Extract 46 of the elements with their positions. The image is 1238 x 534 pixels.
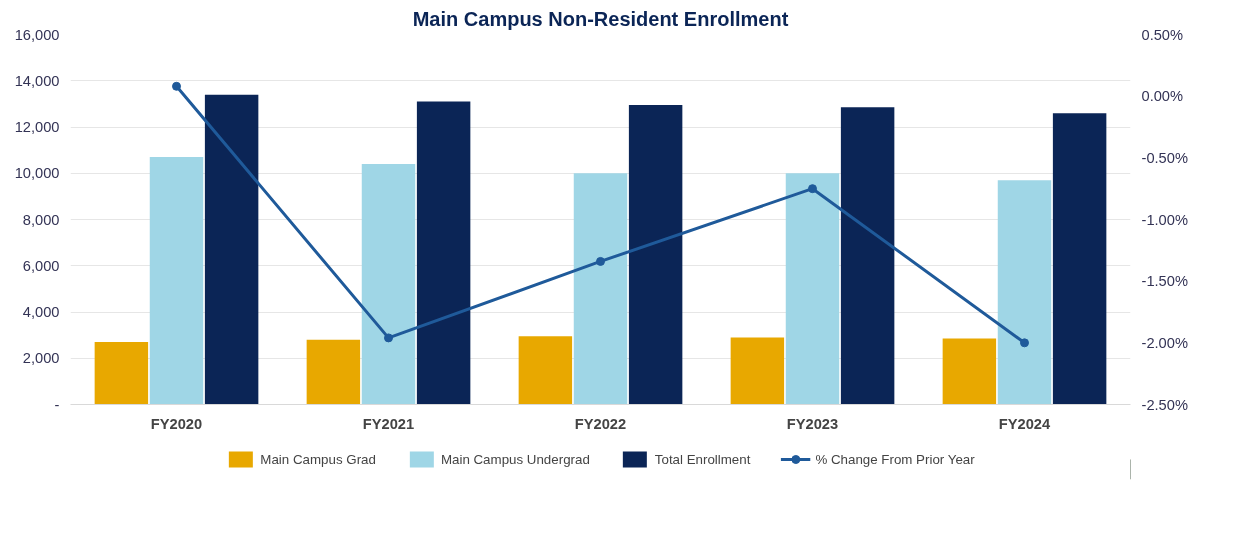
legend-label: Main Campus Grad [260, 451, 376, 467]
x-tick-label: FY2022 [574, 415, 627, 432]
point [384, 333, 393, 343]
y-tick-label: 4,000 [22, 304, 60, 320]
bar [149, 157, 204, 405]
y-tick-label: 14,000 [14, 72, 60, 89]
bar [628, 105, 683, 405]
bar [361, 164, 416, 405]
legend-label: Main Campus Undergrad [440, 451, 590, 467]
x-tick-label: FY2020 [150, 415, 203, 432]
legend-label: Total Enrollment [654, 451, 751, 467]
y-tick-label: 12,000 [14, 119, 60, 135]
y-tick-label: 8,000 [22, 211, 60, 228]
y-tick-label: 2,000 [22, 350, 60, 367]
bar [416, 101, 471, 405]
y2-tick-label: -1.50% [1141, 273, 1188, 290]
point [596, 256, 605, 266]
y2-tick-label: 0.00% [1141, 88, 1184, 105]
bar [730, 337, 785, 405]
y2-tick-label: -2.00% [1141, 334, 1188, 351]
bar [785, 173, 840, 405]
chart-title: Main Campus Non-Resident Enrollment [412, 7, 789, 30]
y-tick-label: 6,000 [22, 257, 60, 274]
point [808, 184, 817, 194]
bar [840, 107, 895, 405]
bar [306, 339, 361, 405]
y2-tick-label: -2.50% [1141, 396, 1188, 413]
legend-label: % Change From Prior Year [815, 451, 975, 467]
bar [94, 342, 149, 405]
x-tick-label: FY2024 [998, 415, 1052, 432]
y2-tick-label: -1.00% [1141, 211, 1188, 228]
bar [573, 173, 628, 405]
x-tick-label: FY2021 [362, 415, 415, 432]
bar [1052, 113, 1107, 405]
y-tick-label: 16,000 [14, 26, 60, 43]
point [1020, 338, 1029, 348]
x-tick-label: FY2023 [786, 415, 839, 432]
bar [518, 336, 573, 405]
y-tick-label: - [54, 396, 60, 413]
y2-tick-label: 0.50% [1141, 26, 1184, 43]
y-tick-label: 10,000 [14, 165, 60, 182]
bar [997, 180, 1052, 405]
point [172, 81, 181, 91]
y2-tick-label: -0.50% [1141, 149, 1188, 166]
bar [942, 338, 997, 405]
bar [204, 94, 259, 405]
